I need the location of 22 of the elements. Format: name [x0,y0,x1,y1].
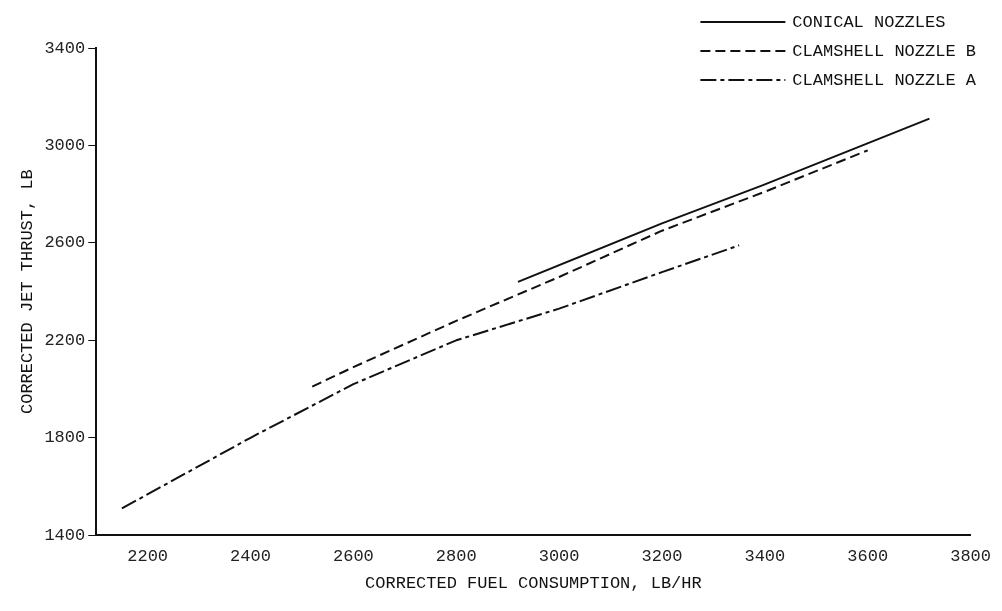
x-tick-label: 3400 [744,546,786,566]
x-tick-label: 2800 [435,546,477,566]
x-tick-label: 3600 [847,546,889,566]
y-tick-label: 2600 [44,233,86,253]
line-series [120,244,741,510]
x-tick-label: 3200 [641,546,683,566]
x-tick-label: 2400 [230,546,271,566]
y-tick-label: 3000 [44,135,86,155]
line-series [311,149,869,388]
y-axis-title: CORRECTED JET THRUST, LB [17,169,37,415]
legend-label: CONICAL NOZZLES [792,12,946,32]
y-tick-label: 3400 [44,38,86,58]
x-tick-label: 2600 [332,546,374,566]
x-axis-title: CORRECTED FUEL CONSUMPTION, LB/HR [365,574,702,594]
y-tick-label: 1400 [44,525,86,545]
y-tick-label: 2200 [44,330,86,350]
legend-label: CLAMSHELL NOZZLE B [792,41,977,61]
x-tick-label: 2200 [127,546,169,566]
legend-label: CLAMSHELL NOZZLE A [792,70,977,90]
y-tick-label: 1800 [44,428,86,448]
x-tick-label: 3000 [538,546,580,566]
x-tick-label: 3800 [950,546,991,566]
